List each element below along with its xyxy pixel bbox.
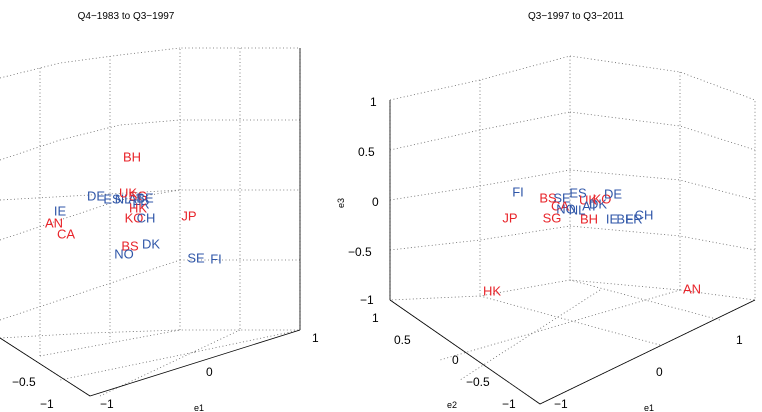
right-grid (389, 55, 756, 405)
point-label-be: BE (616, 211, 634, 226)
right-xlabel: e1 (644, 403, 654, 412)
point-label-uk: UK (119, 185, 137, 200)
point-label-bs: BS (121, 238, 139, 253)
left-panel: Q4−1983 to Q3−1997 (0, 11, 319, 412)
left-x-tick-1: 0 (206, 365, 213, 379)
point-label-an: AN (45, 215, 63, 230)
point-label-jp: JP (502, 210, 517, 225)
point-label-uk: UK (579, 192, 597, 207)
left-axes (0, 48, 301, 397)
left-x-tick-2: 1 (312, 331, 319, 345)
point-label-at: AT (128, 191, 144, 206)
point-label-ie: IE (606, 211, 619, 226)
left-y-tick-1: −1 (40, 397, 54, 411)
point-label-de: DE (87, 188, 105, 203)
right-y-tick-0: −1 (502, 397, 516, 411)
left-x-tick-0: −1 (100, 397, 114, 411)
left-y-tick-0: −0.5 (12, 375, 36, 389)
point-label-no: NO (114, 246, 134, 261)
point-label-se: SE (187, 250, 205, 265)
point-label-an: AN (683, 281, 701, 296)
point-label-es: ES (569, 185, 587, 200)
right-ylabel: e2 (447, 400, 457, 410)
right-z-tick-0: −1 (360, 293, 374, 307)
right-x-tick-1: 0 (656, 365, 663, 379)
point-label-be: BE (136, 190, 154, 205)
point-label-ca: CA (57, 226, 75, 241)
point-label-ko: KO (125, 210, 144, 225)
point-label-fr: FR (132, 196, 149, 211)
point-label-hk: HK (129, 200, 147, 215)
right-z-tick-1: −0.5 (348, 245, 372, 259)
right-axes (389, 100, 756, 405)
point-label-ie: IE (54, 203, 67, 218)
point-label-nl: NL (569, 202, 586, 217)
point-label-nl: NL (115, 191, 132, 206)
point-label-bh: BH (123, 149, 141, 164)
left-ticks: −0.5 −1 −1 0 1 e1 (12, 331, 319, 412)
point-label-no: NO (556, 201, 576, 216)
right-z-tick-2: 0 (372, 195, 379, 209)
point-label-jp: JP (181, 208, 196, 223)
right-x-tick-0: −1 (554, 397, 568, 411)
point-label-sg: SG (543, 210, 562, 225)
point-label-dk: DK (589, 196, 607, 211)
point-label-bs: BS (539, 190, 557, 205)
point-label-de: DE (604, 186, 622, 201)
point-label-bh: BH (580, 211, 598, 226)
point-label-hk: HK (483, 283, 501, 298)
right-z-tick-4: 1 (370, 95, 377, 109)
point-label-fi: FI (512, 184, 524, 199)
point-label-ch: CH (635, 207, 654, 222)
point-label-ch: CH (137, 210, 156, 225)
left-title: Q4−1983 to Q3−1997 (78, 11, 175, 22)
point-label-ca: CA (551, 198, 569, 213)
point-label-dk: DK (142, 236, 160, 251)
point-label-sg: SG (129, 188, 148, 203)
point-label-fi: FI (210, 251, 222, 266)
right-y-tick-2: 0 (452, 353, 459, 367)
right-y-tick-1: −0.5 (466, 375, 490, 389)
left-xlabel: e1 (194, 403, 204, 412)
right-zlabel: e3 (336, 198, 346, 208)
point-label-at: AT (582, 198, 598, 213)
right-ticks: 1 0.5 0 −0.5 −1 e3 1 0.5 0 −0.5 −1 e2 −1… (336, 95, 743, 412)
right-title: Q3−1997 to Q3−2011 (528, 11, 624, 22)
point-label-ko: KO (593, 191, 612, 206)
right-y-tick-4: 1 (372, 311, 379, 325)
right-z-tick-3: 0.5 (358, 145, 375, 159)
right-panel: Q3−1997 to Q3−2011 (336, 11, 756, 412)
right-x-tick-2: 1 (736, 333, 743, 347)
point-label-se: SE (553, 190, 571, 205)
point-label-fr: FR (625, 211, 642, 226)
right-y-tick-3: 0.5 (394, 333, 411, 347)
point-label-es: ES (103, 191, 121, 206)
